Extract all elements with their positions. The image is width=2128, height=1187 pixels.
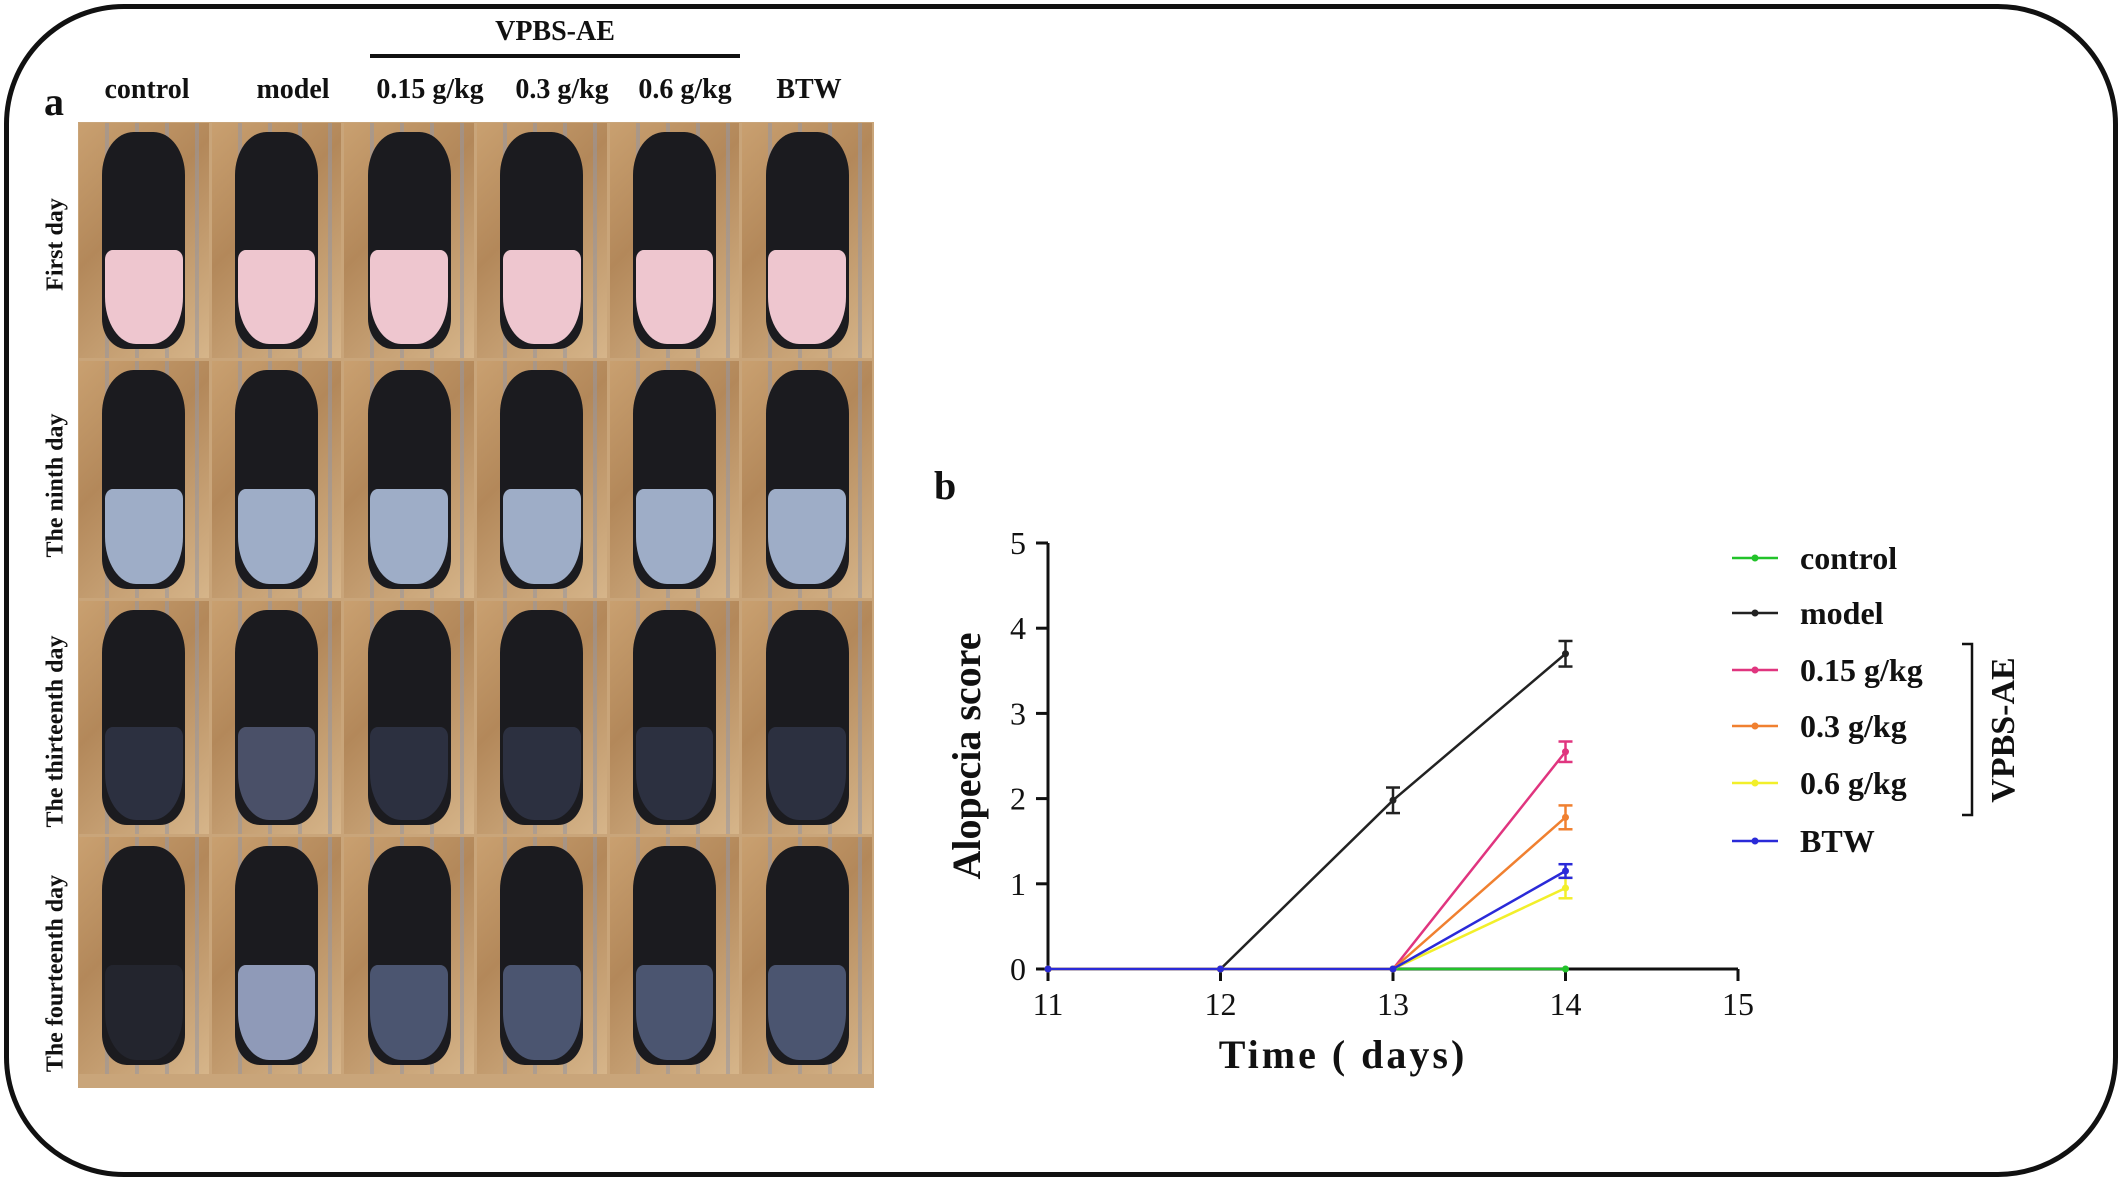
mouse-photo [211, 837, 342, 1074]
column-label-06: 0.6 g/kg [638, 74, 732, 105]
y-axis-label: Alopecia score [944, 633, 989, 880]
series-line [1048, 652, 1567, 971]
column-label-control: control [104, 74, 190, 105]
mouse-photo [211, 123, 342, 358]
data-point [1562, 813, 1569, 821]
legend-label: BTW [1800, 823, 1875, 859]
mouse-photo [477, 123, 607, 358]
data-point [1389, 796, 1397, 804]
legend-group-label: VPBS-AE [1985, 657, 2022, 802]
data-point [1562, 650, 1569, 658]
x-tick-label: 15 [1722, 986, 1754, 1022]
mouse-photo [609, 601, 740, 834]
x-tick-label: 11 [1033, 986, 1064, 1022]
mouse-photo [477, 601, 607, 834]
vpbs-ae-group-label: VPBS-AE [495, 16, 615, 47]
x-tick-label: 12 [1205, 986, 1237, 1022]
y-tick-label: 3 [1010, 695, 1026, 731]
mouse-photo [477, 361, 607, 598]
series-line [1048, 886, 1567, 971]
panel-b-letter: b [934, 463, 957, 508]
legend-label: control [1800, 540, 1897, 576]
data-point [1562, 748, 1569, 756]
x-tick-label: 14 [1550, 986, 1582, 1022]
mouse-photo [609, 123, 740, 358]
mouse-photo [477, 837, 607, 1074]
data-point [1562, 884, 1569, 892]
legend-label: 0.3 g/kg [1800, 708, 1907, 744]
legend-marker [1751, 554, 1759, 562]
mouse-photo [79, 837, 209, 1074]
mouse-photo [609, 361, 740, 598]
legend-label: 0.15 g/kg [1800, 652, 1923, 688]
vpbs-ae-group-bar [370, 54, 740, 58]
mouse-photo [344, 361, 474, 598]
column-label-015: 0.15 g/kg [376, 74, 484, 105]
mouse-photo-grid [78, 122, 874, 1088]
mouse-photo [344, 123, 474, 358]
y-tick-label: 2 [1010, 781, 1026, 817]
legend-marker [1751, 779, 1759, 787]
mouse-photo [344, 837, 474, 1074]
panel-a-letter: a [44, 79, 64, 124]
mouse-photo [742, 361, 872, 598]
mouse-photo [79, 361, 209, 598]
y-tick-label: 4 [1010, 610, 1026, 646]
legend-marker [1751, 837, 1759, 845]
data-point [1562, 867, 1569, 875]
legend-label: 0.6 g/kg [1800, 765, 1907, 801]
mouse-photo [79, 123, 209, 358]
legend-marker [1751, 722, 1759, 730]
legend-marker [1751, 609, 1759, 617]
mouse-photo [609, 837, 740, 1074]
column-label-model: model [256, 74, 330, 105]
figure-frame [4, 4, 2118, 1177]
column-label-btw: BTW [776, 74, 842, 105]
x-tick-label: 13 [1377, 986, 1409, 1022]
mouse-photo [742, 837, 872, 1074]
data-point [1217, 965, 1224, 973]
series-line [1048, 816, 1567, 971]
series-line [1048, 869, 1567, 971]
data-point [1044, 965, 1052, 973]
legend-label: model [1800, 595, 1884, 631]
mouse-photo [79, 601, 209, 834]
mouse-photo [742, 601, 872, 834]
series-line [1048, 750, 1567, 971]
data-point [1389, 965, 1397, 973]
y-tick-label: 5 [1010, 525, 1026, 561]
mouse-photo [211, 601, 342, 834]
mouse-photo [742, 123, 872, 358]
column-label-03: 0.3 g/kg [515, 74, 609, 105]
data-point [1562, 965, 1569, 973]
legend-group-bracket [1962, 642, 1974, 817]
mouse-photo [211, 361, 342, 598]
legend-marker [1751, 666, 1759, 674]
y-tick-label: 0 [1010, 951, 1026, 987]
x-axis-label: Time ( days) [1219, 1032, 1468, 1077]
y-tick-label: 1 [1010, 866, 1026, 902]
mouse-photo [344, 601, 474, 834]
